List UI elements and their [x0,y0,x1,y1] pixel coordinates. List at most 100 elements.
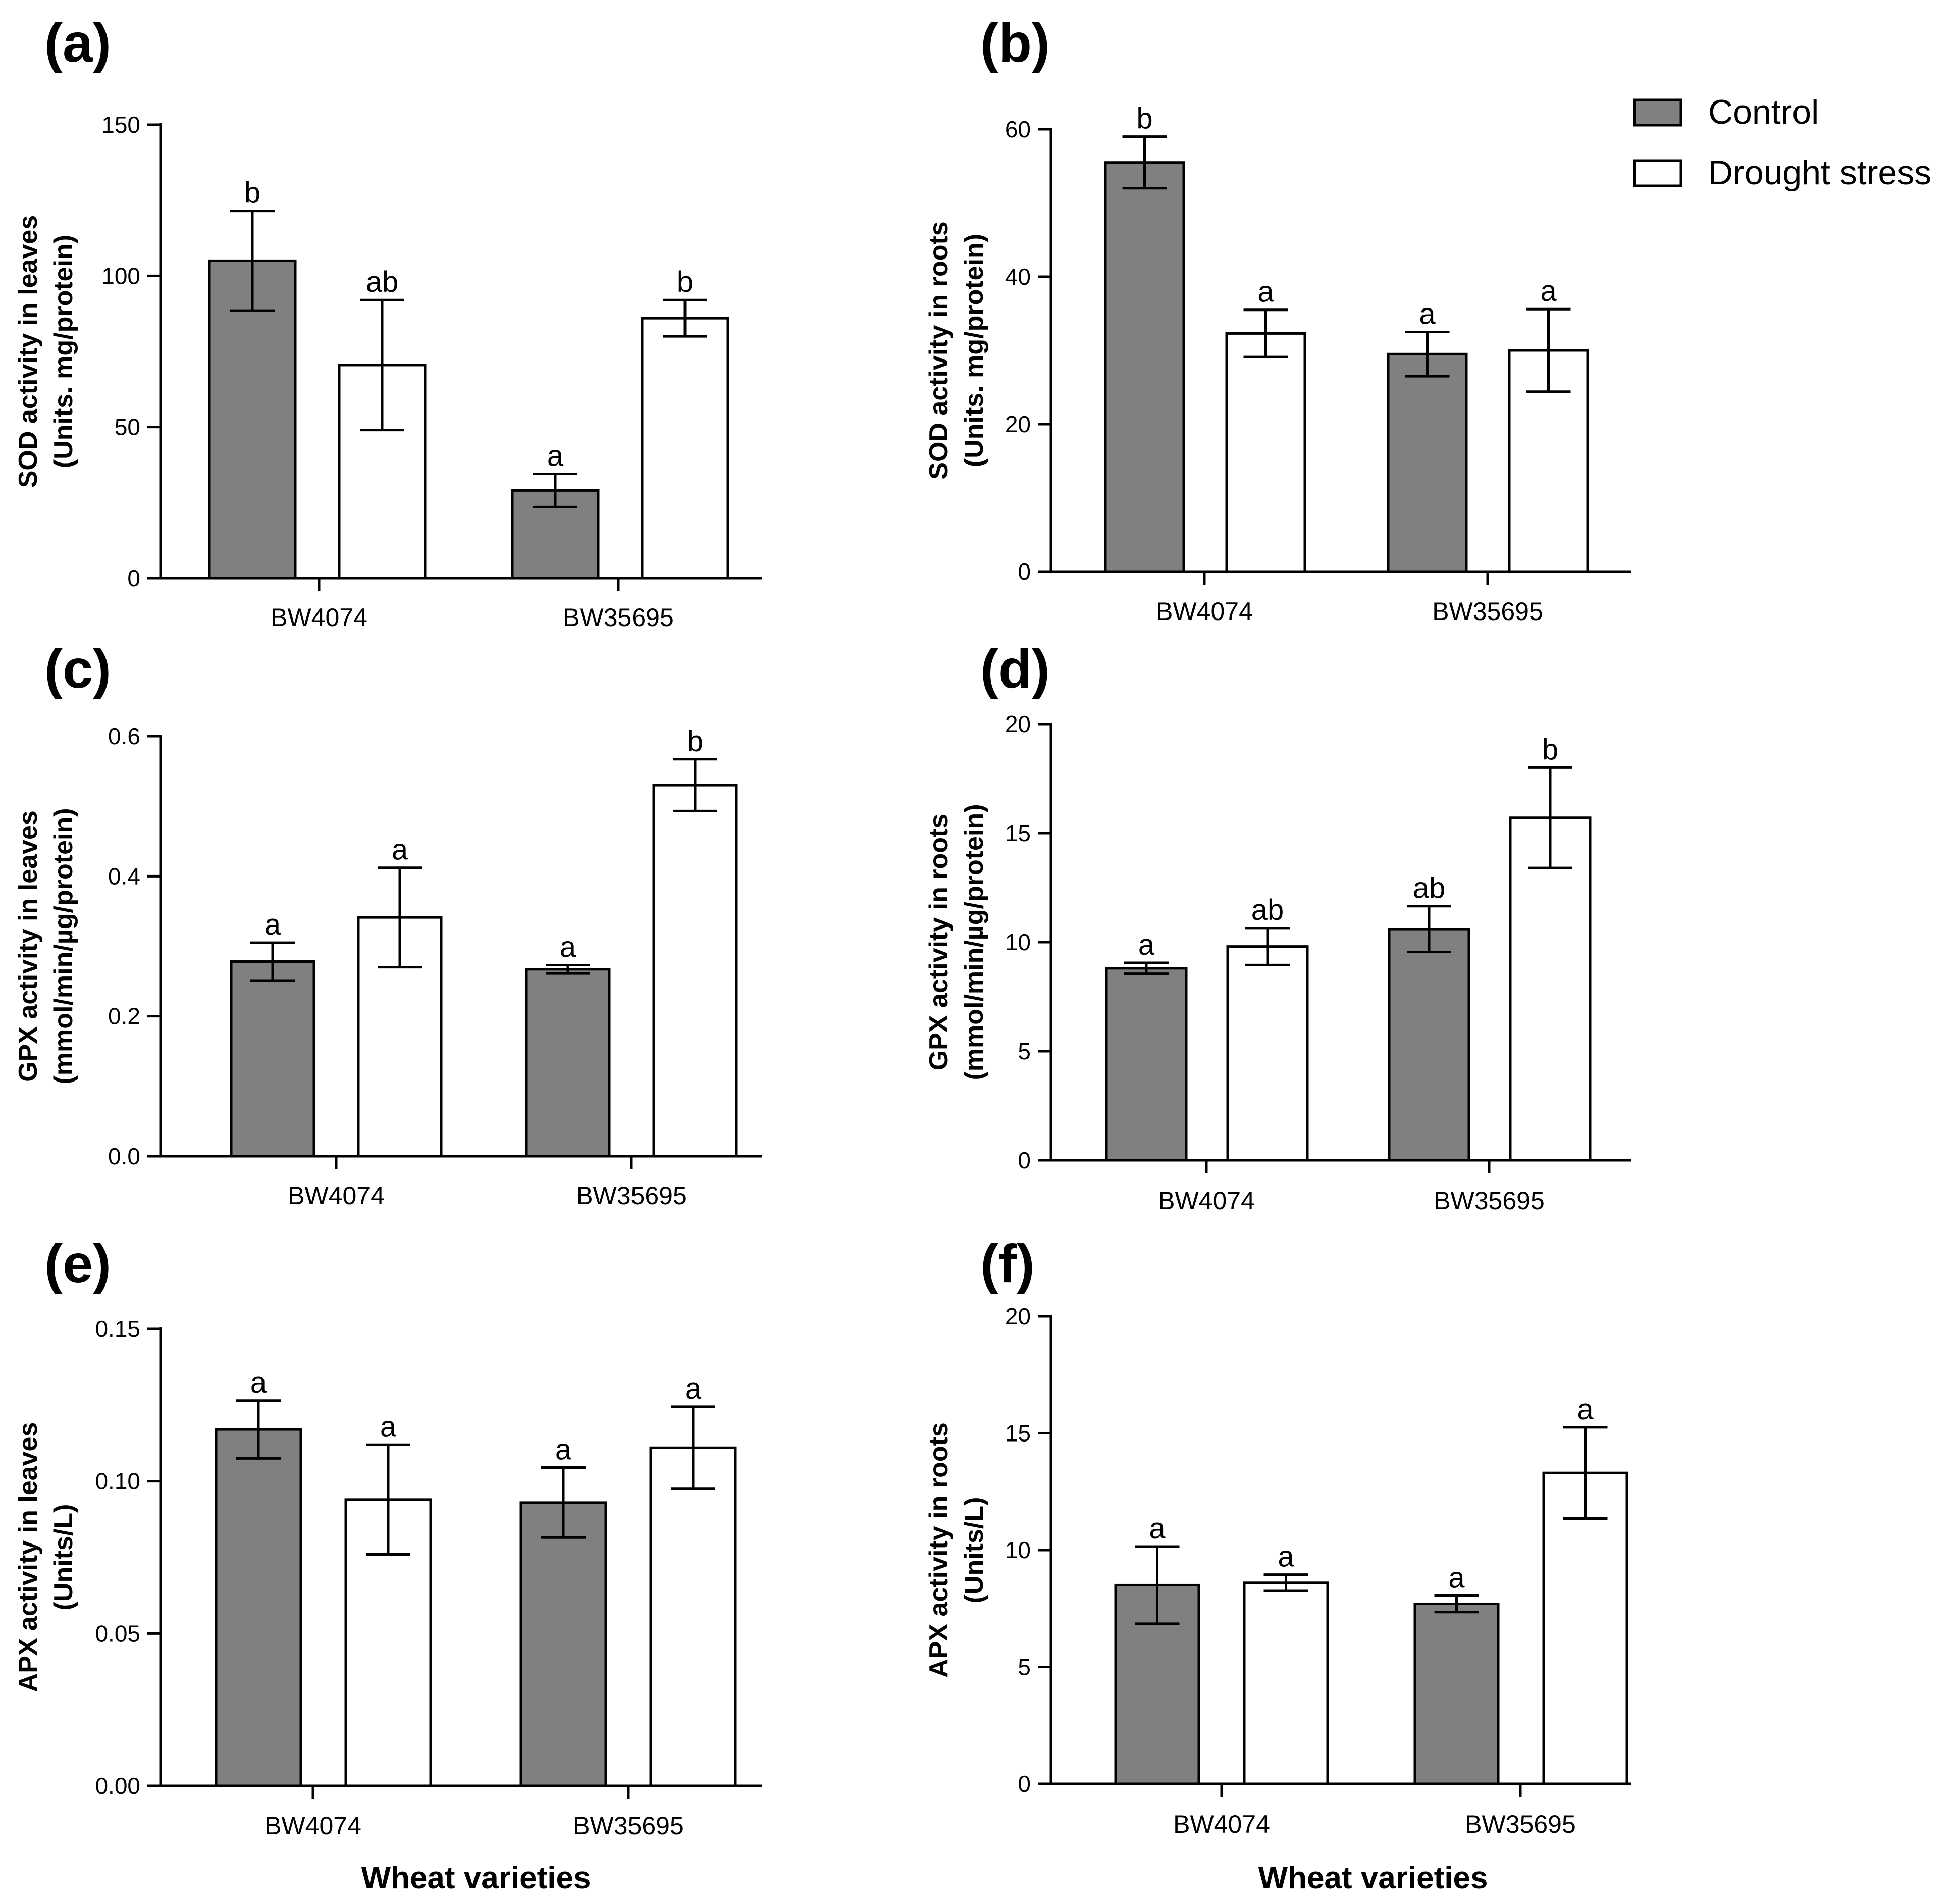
significance-letter: a [1138,929,1155,961]
significance-letter: b [1542,733,1558,766]
significance-letter: ab [366,266,399,298]
chart-panel-5: (f) a a a a 0 5 10 15 20 BW4074 BW35695 APX activity… [924,1233,1631,1895]
x-tick-label: BW35695 [1465,1810,1576,1838]
y-tick-label: 5 [1018,1038,1031,1064]
bar [1225,332,1306,573]
y-axis-label-units: (Units/L) [49,1504,78,1611]
bar [215,1428,302,1787]
panel-letter: (b) [980,12,1050,73]
y-axis-label: APX activity in leaves [14,1422,43,1692]
bar [525,968,611,1158]
y-axis-label: SOD activity in leaves [14,215,43,488]
panel-letter: (f) [980,1233,1035,1294]
y-tick-label: 100 [101,263,140,289]
bar [519,1501,607,1787]
y-tick-label: 0.0 [108,1143,140,1169]
significance-letter: a [1540,275,1557,307]
significance-letter: a [1257,276,1274,308]
x-tick-label: BW4074 [288,1181,385,1210]
bar [1388,928,1470,1162]
significance-letter: a [1419,298,1436,331]
x-axis-label: Wheat varieties [1258,1861,1488,1895]
x-tick-label: BW35695 [1434,1187,1545,1215]
chart-panel-3: (d) a ab ab b 0 5 10 15 20 BW4074 BW35695 GPX activi… [924,638,1631,1215]
significance-letter: a [1577,1393,1594,1426]
y-tick-label: 10 [1005,1537,1031,1563]
y-axis-label-units: (Units. mg/protein) [960,234,989,467]
y-tick-label: 60 [1005,116,1031,142]
significance-letter: a [1448,1561,1465,1594]
y-tick-label: 15 [1005,1420,1031,1447]
significance-letter: a [547,439,564,472]
significance-letter: a [250,1366,267,1399]
chart-panel-1: (b) b a a a 0 20 40 60 BW4074 BW35695 SOD activity … [924,12,1631,626]
chart-panel-2: (c) a a a b 0.0 0.2 0.4 0.6 BW4074 BW35695 GPX acti… [14,638,762,1210]
y-tick-label: 20 [1005,411,1031,437]
bar [208,259,297,580]
y-tick-label: 5 [1018,1654,1031,1680]
significance-letter: b [687,725,703,758]
panel-letter: (d) [980,638,1050,699]
significance-letter: ab [1413,872,1446,905]
y-axis-label-units: (mmol/min/µg/protein) [49,808,78,1084]
y-tick-label: 0 [127,565,140,591]
bar [230,960,315,1158]
significance-letter: b [677,266,693,298]
x-tick-label: BW35695 [576,1181,687,1210]
y-tick-label: 0.10 [95,1468,140,1495]
significance-letter: b [1136,102,1152,135]
y-tick-label: 40 [1005,264,1031,290]
significance-letter: a [1149,1512,1166,1545]
y-axis-label-units: (mmol/min/µg/protein) [960,804,989,1080]
significance-letter: a [1278,1540,1294,1573]
y-axis-label: GPX activity in roots [924,814,954,1071]
y-axis-label: GPX activity in leaves [14,810,43,1082]
legend-label-control: Control [1708,93,1819,131]
bar [1105,967,1188,1162]
x-tick-label: BW4074 [265,1812,361,1840]
significance-letter: a [685,1372,702,1405]
x-tick-label: BW4074 [1173,1810,1270,1838]
legend-label-drought-stress: Drought stress [1708,153,1931,192]
y-axis-label-units: (Units/L) [960,1497,989,1604]
y-tick-label: 0.2 [108,1003,140,1030]
x-tick-label: BW4074 [1158,1187,1255,1215]
y-tick-label: 20 [1005,711,1031,737]
x-tick-label: BW35695 [563,603,674,632]
bar [641,317,729,580]
legend-swatch-drought-stress [1633,159,1682,187]
chart-panel-0: (a) b a ab b 0 50 100 150 BW4074 BW35695 SOD activi… [14,12,762,632]
chart-panel-4: (e) a a a a 0.00 0.05 0.10 0.15 BW4074 BW35695 APX … [14,1233,762,1895]
significance-letter: ab [1251,894,1284,927]
y-tick-label: 10 [1005,929,1031,955]
significance-letter: a [392,834,408,866]
bar [1387,352,1468,573]
significance-letter: a [265,908,281,941]
y-tick-label: 0 [1018,1771,1031,1797]
y-axis-label-units: (Units. mg/protein) [49,235,78,468]
y-tick-label: 50 [115,414,140,440]
y-tick-label: 20 [1005,1303,1031,1329]
panel-letter: (a) [44,12,111,73]
y-tick-label: 15 [1005,820,1031,846]
y-tick-label: 0.4 [108,863,140,889]
bar [649,1446,737,1787]
y-tick-label: 0.05 [95,1620,140,1646]
bar [1104,161,1185,573]
bar [652,784,738,1158]
x-tick-label: BW4074 [271,603,367,632]
y-tick-label: 0.6 [108,723,140,749]
y-tick-label: 0.15 [95,1316,140,1342]
panel-letter: (c) [44,638,111,699]
significance-letter: a [560,931,576,963]
significance-letter: a [555,1433,572,1466]
x-tick-label: BW35695 [1432,597,1543,626]
y-tick-label: 0 [1018,558,1031,585]
bar [1226,945,1309,1162]
y-axis-label: SOD activity in roots [924,221,954,479]
y-tick-label: 0 [1018,1147,1031,1173]
bar [1243,1581,1329,1785]
panel-letter: (e) [44,1233,111,1294]
y-axis-label: APX activity in roots [924,1422,954,1678]
